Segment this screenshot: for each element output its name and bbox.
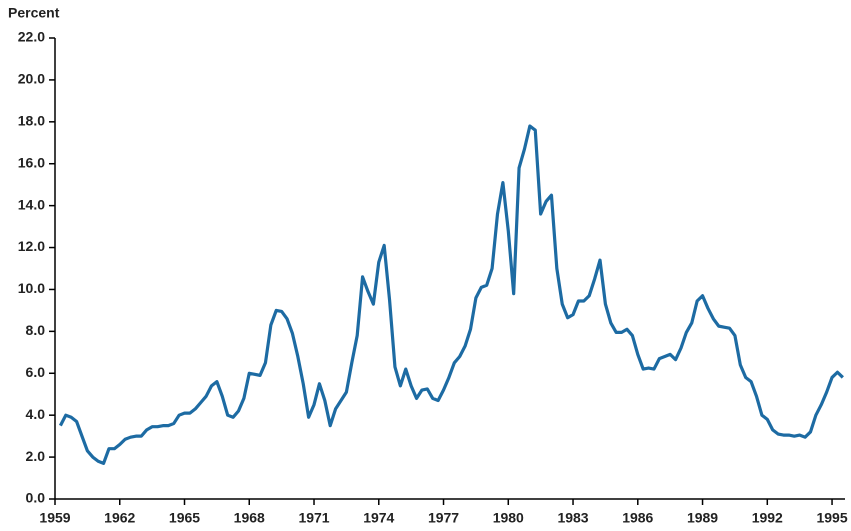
x-tick-label: 1971 xyxy=(298,510,329,526)
x-tick-label: 1974 xyxy=(363,510,394,526)
y-tick-label: 6.0 xyxy=(26,364,46,380)
y-tick-label: 8.0 xyxy=(26,322,46,338)
x-tick-label: 1992 xyxy=(752,510,783,526)
x-tick-label: 1968 xyxy=(234,510,265,526)
y-tick-label: 20.0 xyxy=(18,71,45,87)
data-line xyxy=(58,124,844,465)
y-tick-label: 2.0 xyxy=(26,448,46,464)
x-tick-label: 1989 xyxy=(687,510,718,526)
x-tick-label: 1962 xyxy=(104,510,135,526)
y-tick-label: 10.0 xyxy=(18,280,45,296)
x-tick-label: 1965 xyxy=(169,510,200,526)
y-tick-label: 16.0 xyxy=(18,154,45,170)
x-tick-label: 1995 xyxy=(816,510,847,526)
y-axis-label: Percent xyxy=(8,5,60,21)
x-tick-label: 1959 xyxy=(39,510,70,526)
x-tick-label: 1977 xyxy=(428,510,459,526)
x-tick-label: 1986 xyxy=(622,510,653,526)
y-tick-label: 22.0 xyxy=(18,29,45,45)
y-tick-label: 0.0 xyxy=(26,490,46,506)
x-tick-label: 1983 xyxy=(557,510,588,526)
y-tick-label: 14.0 xyxy=(18,196,45,212)
x-tick-label: 1980 xyxy=(493,510,524,526)
y-tick-label: 4.0 xyxy=(26,406,46,422)
y-tick-label: 18.0 xyxy=(18,113,45,129)
y-tick-label: 12.0 xyxy=(18,238,45,254)
